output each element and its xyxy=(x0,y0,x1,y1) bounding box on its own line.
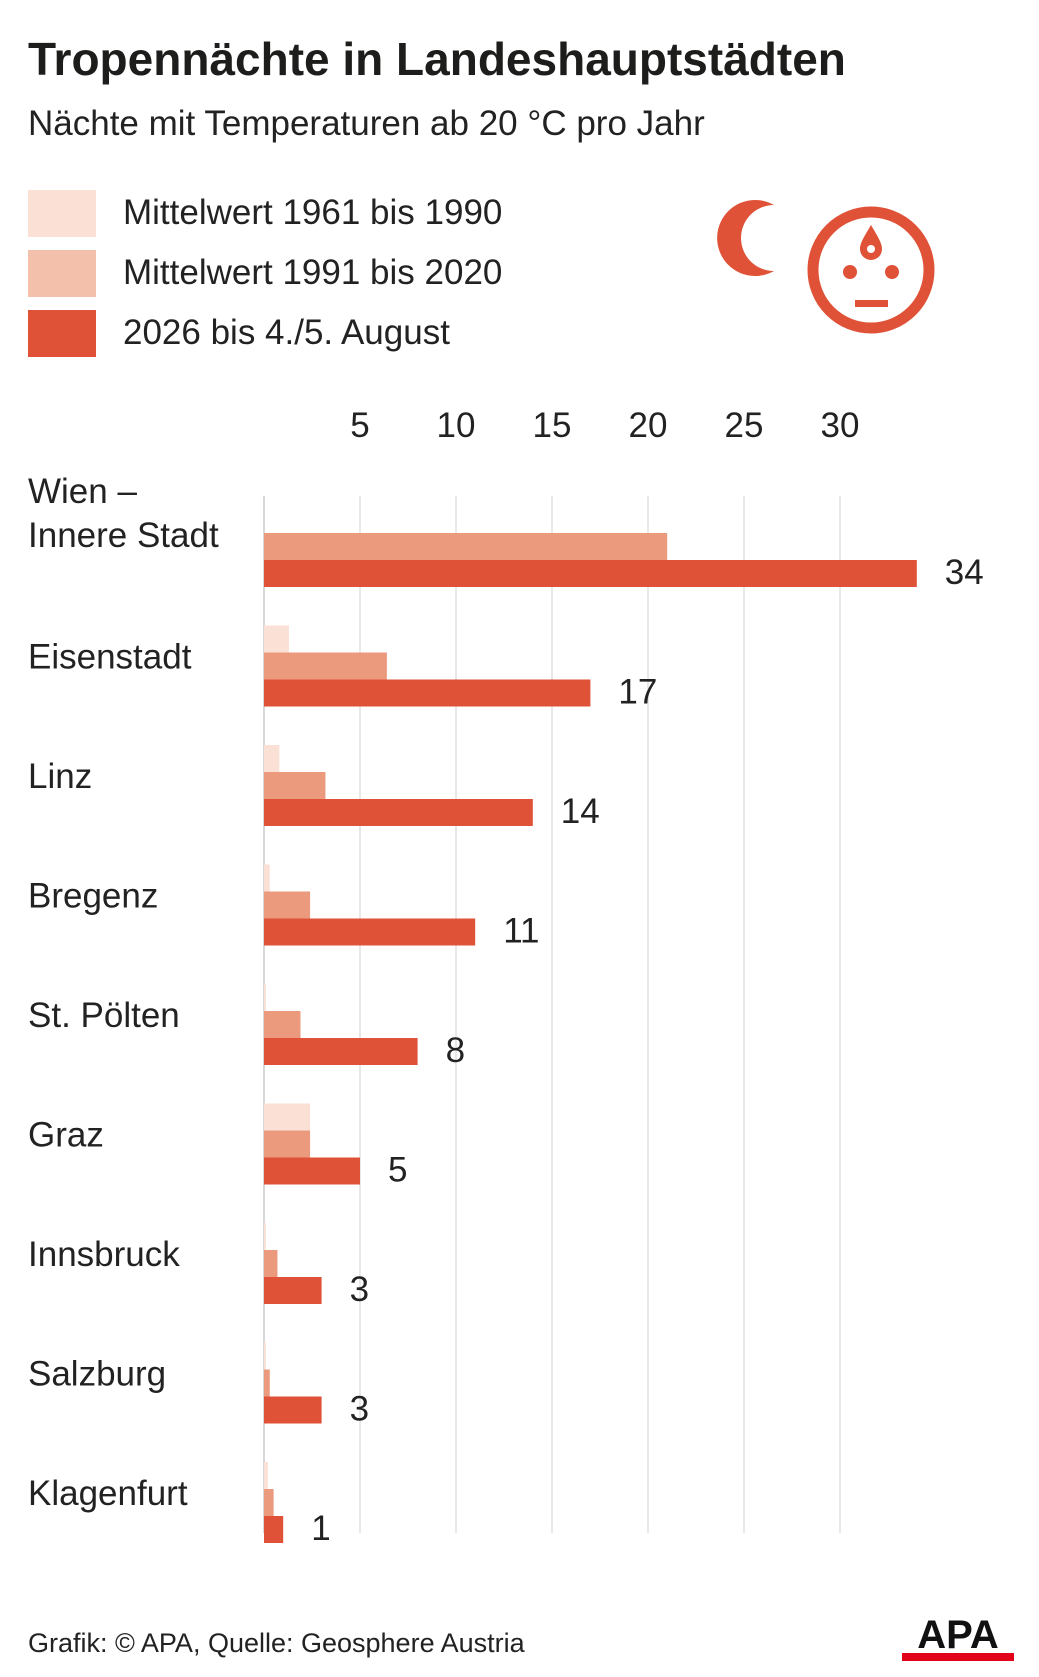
bar xyxy=(264,560,917,587)
bar xyxy=(264,864,270,892)
category-label: Eisenstadt xyxy=(28,638,192,677)
x-tick-label: 10 xyxy=(437,406,476,445)
bar xyxy=(264,745,280,772)
bar xyxy=(264,1038,418,1065)
bar xyxy=(264,1157,360,1185)
x-tick-label: 20 xyxy=(629,406,668,445)
legend-swatch xyxy=(28,250,96,297)
category-label: Salzburg xyxy=(28,1355,166,1394)
bar xyxy=(264,1516,284,1543)
x-tick-label: 30 xyxy=(821,406,860,445)
data-label: 17 xyxy=(618,673,657,712)
bar xyxy=(264,1369,270,1397)
bar xyxy=(264,1011,301,1038)
category-label: Graz xyxy=(28,1116,104,1155)
bar xyxy=(264,984,266,1011)
bar xyxy=(264,679,591,707)
bar xyxy=(264,1342,266,1370)
legend-swatch xyxy=(28,310,96,357)
icons xyxy=(717,200,935,334)
bar xyxy=(264,1130,311,1158)
bar xyxy=(264,1250,278,1277)
bar xyxy=(264,918,476,946)
data-label: 3 xyxy=(350,1270,369,1309)
legend-label: Mittelwert 1991 bis 2020 xyxy=(123,253,503,292)
bar xyxy=(264,625,289,653)
bar xyxy=(264,533,668,560)
bar xyxy=(264,772,326,799)
legend-swatch xyxy=(28,190,96,237)
moon-icon xyxy=(717,200,774,276)
bar xyxy=(264,1103,311,1131)
category-label: Klagenfurt xyxy=(28,1474,188,1513)
data-label: 11 xyxy=(503,912,539,951)
legend-label: Mittelwert 1961 bis 1990 xyxy=(123,193,503,232)
bar xyxy=(264,1489,274,1516)
category-label: St. Pölten xyxy=(28,996,180,1035)
x-tick-label: 15 xyxy=(533,406,572,445)
sweating-face-icon xyxy=(807,206,935,334)
bar xyxy=(264,891,311,919)
data-label: 8 xyxy=(446,1031,465,1070)
category-label: Bregenz xyxy=(28,877,158,916)
apa-logo: APA xyxy=(902,1613,1014,1661)
x-tick-label: 5 xyxy=(350,406,369,445)
category-label: Innere Stadt xyxy=(28,516,219,555)
bar xyxy=(264,652,387,680)
apa-logo-text: APA xyxy=(917,1613,998,1657)
x-tick-label: 25 xyxy=(725,406,764,445)
bar xyxy=(264,1396,322,1424)
chart-title: Tropennächte in Landeshauptstädten xyxy=(28,33,846,85)
data-label: 3 xyxy=(350,1390,369,1429)
source-credit: Grafik: © APA, Quelle: Geosphere Austria xyxy=(28,1628,525,1658)
data-label: 1 xyxy=(311,1509,330,1548)
data-label: 14 xyxy=(561,792,600,831)
bar xyxy=(264,1462,268,1489)
bar xyxy=(264,1223,266,1250)
category-label: Innsbruck xyxy=(28,1235,180,1274)
data-label: 5 xyxy=(388,1151,407,1190)
bar xyxy=(264,1277,322,1304)
legend-label: 2026 bis 4./5. August xyxy=(123,313,450,352)
category-label: Linz xyxy=(28,757,92,796)
data-label: 34 xyxy=(945,553,984,592)
bar xyxy=(264,799,533,826)
category-label: Wien – xyxy=(28,472,137,511)
chart-subtitle: Nächte mit Temperaturen ab 20 °C pro Jah… xyxy=(28,104,705,143)
